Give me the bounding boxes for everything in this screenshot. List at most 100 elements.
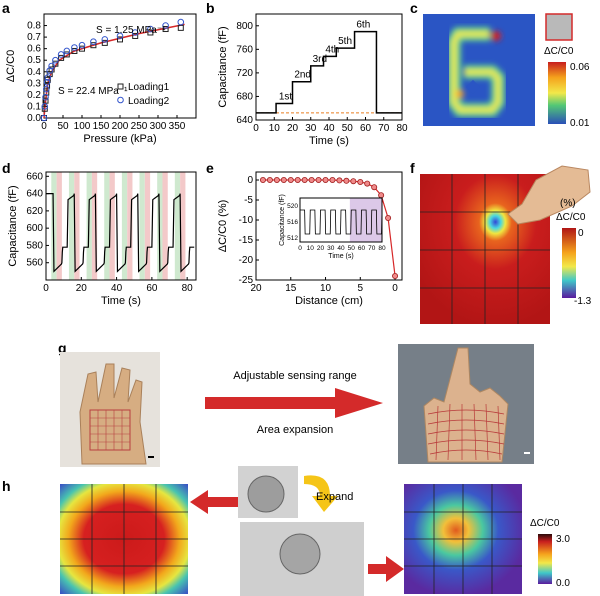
panel-label-c: c — [410, 0, 418, 16]
panel-label-g: g — [58, 340, 67, 356]
x-axis-label: Distance (cm) — [295, 295, 363, 307]
y-tick-label: -15 — [239, 235, 254, 246]
panel-label-e: e — [206, 160, 214, 176]
y-tick-label: 0.3 — [27, 78, 41, 89]
data-point-loading1 — [44, 82, 51, 89]
photo-hand-expanded-sensor — [398, 344, 534, 464]
data-point-loading1 — [48, 66, 55, 73]
x-tick-label: 50 — [57, 121, 69, 132]
plot-frame — [255, 171, 403, 281]
data-point — [266, 176, 273, 183]
data-point-loading2 — [42, 85, 50, 93]
step-label: 6th — [356, 20, 370, 31]
x-tick-label: 150 — [93, 121, 110, 132]
inset-trace — [300, 209, 383, 235]
data-point-loading1 — [71, 47, 78, 54]
data-point-loading2 — [90, 38, 97, 46]
legend-loading1: Loading1 — [128, 82, 170, 93]
y-tick-label: 0.6 — [27, 44, 41, 55]
capacitance-trace — [256, 30, 402, 114]
x-tick-label: 0 — [43, 283, 49, 294]
data-point-loading1 — [90, 42, 97, 49]
data-point-loading1 — [162, 26, 169, 33]
colorbar-c — [548, 62, 566, 124]
data-point-loading1 — [101, 39, 108, 46]
legend-loading2: Loading2 — [128, 96, 170, 107]
chart-b-capacitance-steps: 0 10 20 30 40 50 60 70 80 640 680 720 760 800 Time (s)… — [217, 13, 408, 147]
photo-coin-on-sensor: Expand — [238, 466, 364, 596]
data-point-loading2 — [71, 44, 78, 51]
release-band — [56, 172, 62, 280]
inset-x-tick-label: 40 — [337, 245, 345, 252]
coin-icon — [247, 475, 285, 513]
colorbar-f-unit: (%) — [560, 198, 576, 209]
x-tick-label: 30 — [305, 123, 317, 134]
release-band — [144, 172, 151, 280]
colorbar-f-max: 0 — [578, 228, 584, 239]
data-point — [280, 176, 287, 183]
inset-y-axis-label: Capacitance (fF) — [279, 194, 286, 246]
y-tick-label: 580 — [26, 240, 43, 251]
y-tick-label: 660 — [26, 171, 43, 182]
x-tick-label: 20 — [287, 123, 299, 134]
y-tick-label: 0.0 — [27, 113, 41, 124]
colorbar-h-label: ΔC/C0 — [530, 518, 560, 529]
y-tick-label: 680 — [236, 91, 253, 102]
colorbar-h-min: 0.0 — [556, 578, 570, 589]
data-point — [336, 177, 343, 184]
heatmap-f-grid — [420, 174, 550, 324]
x-axis-label: Pressure (kPa) — [83, 133, 156, 145]
data-point-loading2 — [41, 103, 49, 110]
data-point-loading2 — [177, 18, 185, 26]
release-band — [74, 172, 80, 280]
data-point-loading1 — [147, 29, 154, 36]
x-tick-label: 80 — [182, 283, 194, 294]
data-point-loading1 — [42, 97, 49, 104]
inset-x-tick-label: 50 — [348, 245, 356, 252]
data-point-loading2 — [52, 56, 59, 64]
press-band — [121, 172, 128, 280]
x-tick-label: 0 — [41, 121, 47, 132]
step-label: 4th — [325, 44, 339, 55]
y-tick-label: 0 — [247, 175, 253, 186]
heatmap-c-digit-shape — [447, 27, 505, 117]
y-axis-label: Capacitance (fF) — [7, 185, 19, 266]
y-tick-label: 640 — [236, 115, 253, 126]
release-band — [162, 172, 168, 280]
x-tick-label: 20 — [250, 283, 262, 294]
y-tick-label: 760 — [236, 44, 253, 55]
step-label: 2nd — [294, 70, 311, 81]
release-band — [127, 172, 133, 280]
data-point-loading2 — [131, 29, 139, 36]
inset-y-tick-label: 520 — [287, 203, 298, 210]
x-tick-label: 300 — [150, 121, 167, 132]
press-band — [174, 172, 181, 280]
x-tick-label: 60 — [360, 123, 372, 134]
data-point — [259, 176, 266, 183]
y-tick-label: 600 — [26, 223, 43, 234]
legend-marker-loading2 — [117, 96, 124, 104]
data-point — [322, 176, 329, 183]
x-tick-label: 50 — [342, 123, 354, 134]
data-point — [308, 176, 315, 183]
x-tick-label: 200 — [112, 121, 129, 132]
x-tick-label: 15 — [285, 283, 297, 294]
inset-x-tick-label: 10 — [307, 245, 315, 252]
x-tick-label: 80 — [396, 123, 408, 134]
release-band — [180, 172, 186, 280]
inset-x-tick-label: 20 — [317, 245, 325, 252]
heatmap-c-inner-hole — [465, 79, 481, 95]
photo-hand-small-sensor — [60, 352, 160, 467]
heatmap-f-proximity: (%) ΔC/C0 0 -1.3 — [420, 165, 592, 324]
capacitance-trace — [46, 192, 195, 273]
data-point-loading2 — [57, 51, 65, 58]
y-tick-label: -5 — [244, 195, 253, 206]
sensor-array-small — [89, 409, 131, 451]
data-point — [357, 178, 364, 185]
data-point — [378, 192, 385, 199]
data-point — [371, 184, 378, 191]
y-tick-label: 620 — [26, 206, 43, 217]
data-point — [294, 176, 301, 183]
data-point-loading1 — [58, 54, 65, 61]
expand-label: Expand — [316, 491, 353, 503]
